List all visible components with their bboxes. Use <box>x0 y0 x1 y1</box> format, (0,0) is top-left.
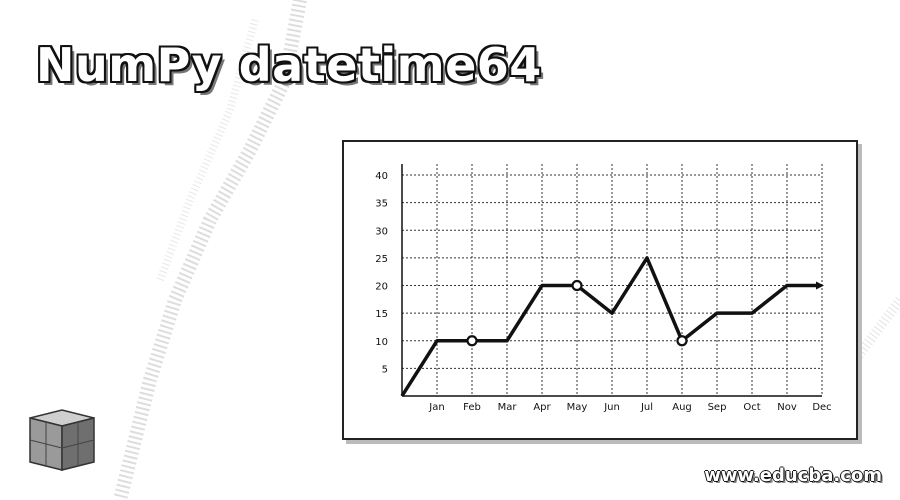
x-tick-label: Oct <box>743 402 760 413</box>
x-tick-label: Aug <box>672 402 692 413</box>
educba-cube-logo-icon <box>29 409 95 471</box>
page-title: NumPy datetime64 <box>36 38 542 92</box>
y-tick-label: 15 <box>375 309 388 320</box>
y-tick-label: 20 <box>375 282 388 293</box>
x-tick-label: Jun <box>603 402 620 413</box>
y-tick-label: 25 <box>375 254 388 265</box>
data-point <box>435 339 439 343</box>
x-tick-label: Apr <box>533 402 551 413</box>
x-tick-label: Jul <box>640 402 653 413</box>
x-tick-label: Mar <box>498 402 518 413</box>
x-tick-label: Feb <box>463 402 481 413</box>
data-point-marker <box>676 335 688 347</box>
data-point <box>505 339 509 343</box>
x-tick-label: Sep <box>708 402 727 413</box>
y-tick-label: 35 <box>375 199 388 210</box>
y-tick-label: 30 <box>375 226 388 237</box>
series-line <box>400 256 816 397</box>
watermark: www.educba.com <box>704 465 882 486</box>
y-tick-label: 5 <box>382 364 388 375</box>
data-point <box>750 311 754 315</box>
data-point <box>715 311 719 315</box>
x-tick-label: Nov <box>777 402 797 413</box>
data-point <box>645 256 649 260</box>
x-tick-label: May <box>567 402 588 413</box>
y-tick-label: 40 <box>375 171 388 182</box>
data-point-marker <box>571 279 583 292</box>
data-point-marker <box>466 335 478 347</box>
chart-card: 5 10 15 20 25 30 35 40 Jan Feb Mar Apr May Jun Jul Aug S… <box>342 140 858 440</box>
data-point <box>610 311 614 315</box>
x-tick-label: Jan <box>428 402 444 413</box>
x-tick-label: Dec <box>812 402 831 413</box>
data-point <box>785 284 789 288</box>
y-tick-label: 10 <box>375 337 388 348</box>
data-point <box>540 284 544 288</box>
line-chart: 5 10 15 20 25 30 35 40 Jan Feb Mar Apr May Jun Jul Aug S… <box>375 164 832 413</box>
series-arrow <box>816 281 824 290</box>
